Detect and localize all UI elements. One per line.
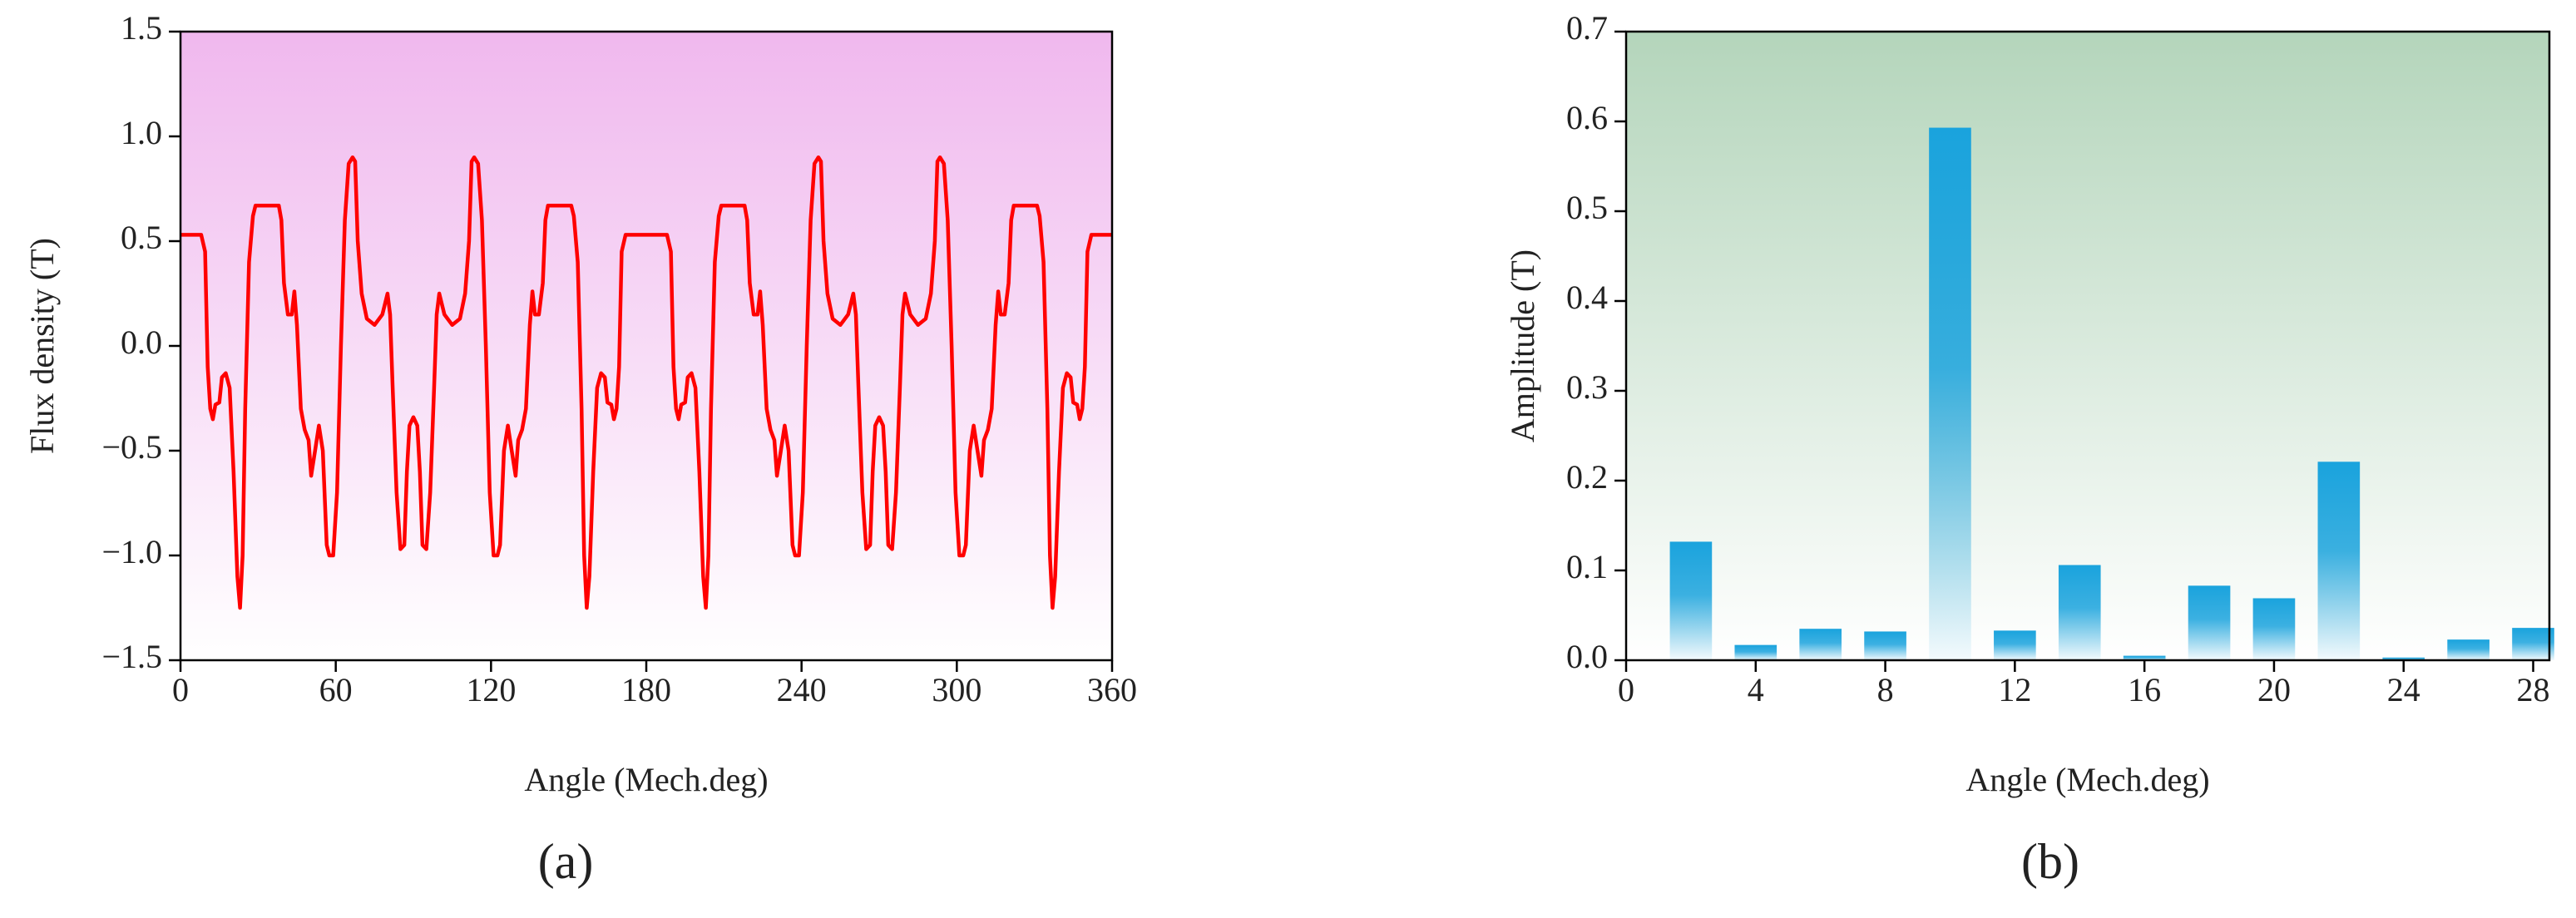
x-tick-label: 12 <box>1998 671 2031 708</box>
x-tick-label: 16 <box>2128 671 2161 708</box>
x-tick-label: 120 <box>466 671 516 708</box>
x-tick-label: 300 <box>932 671 981 708</box>
plot-background <box>1626 32 2549 660</box>
y-tick-label: 0.4 <box>1566 279 1608 316</box>
x-tick-label: 0 <box>172 671 189 708</box>
bar <box>2317 461 2361 660</box>
y-tick-label: 0.5 <box>1566 189 1608 226</box>
x-tick-label: 20 <box>2257 671 2291 708</box>
y-tick-label: 1.0 <box>121 114 162 151</box>
y-tick-label: −1.0 <box>101 533 162 570</box>
x-axis-label: Angle (Mech.deg) <box>524 761 768 798</box>
y-tick-label: 0.1 <box>1566 548 1608 585</box>
x-tick-label: 360 <box>1087 671 1137 708</box>
y-tick-label: 0.5 <box>121 219 162 256</box>
y-tick-label: 0.6 <box>1566 99 1608 136</box>
panel-label: (a) <box>538 834 594 889</box>
x-tick-label: 0 <box>1618 671 1634 708</box>
bar <box>2252 598 2296 660</box>
bar <box>1929 127 1971 660</box>
bar <box>2188 585 2231 660</box>
bar <box>1864 631 1906 660</box>
x-axis-label: Angle (Mech.deg) <box>1965 761 2209 798</box>
y-tick-label: 0.7 <box>1566 9 1608 47</box>
bar <box>2382 657 2425 660</box>
x-tick-label: 8 <box>1877 671 1894 708</box>
x-tick-label: 60 <box>319 671 353 708</box>
y-tick-label: 1.5 <box>121 9 162 47</box>
bar <box>1799 629 1842 660</box>
x-tick-label: 180 <box>621 671 671 708</box>
y-tick-label: −0.5 <box>101 428 162 466</box>
x-tick-label: 4 <box>1748 671 1764 708</box>
bar <box>2123 655 2166 660</box>
x-tick-label: 28 <box>2517 671 2550 708</box>
bar <box>2058 565 2101 660</box>
y-axis-label: Amplitude (T) <box>1504 249 1541 442</box>
bar <box>1734 644 1777 660</box>
y-tick-label: −1.5 <box>101 638 162 675</box>
flux-line <box>180 155 1112 610</box>
x-tick-label: 240 <box>777 671 827 708</box>
y-axis-label: Flux density (T) <box>23 238 61 454</box>
y-tick-label: 0.0 <box>1566 638 1608 675</box>
bar <box>2512 628 2554 660</box>
y-tick-label: 0.2 <box>1566 458 1608 496</box>
bar <box>1994 630 2036 660</box>
plot-background <box>180 32 1112 660</box>
x-tick-label: 24 <box>2387 671 2420 708</box>
panel-label: (b) <box>2021 834 2079 889</box>
y-tick-label: 0.0 <box>121 323 162 361</box>
y-tick-label: 0.3 <box>1566 368 1608 406</box>
plot-frame <box>1624 30 2551 662</box>
bar <box>2447 639 2489 660</box>
bar <box>1669 541 1713 660</box>
